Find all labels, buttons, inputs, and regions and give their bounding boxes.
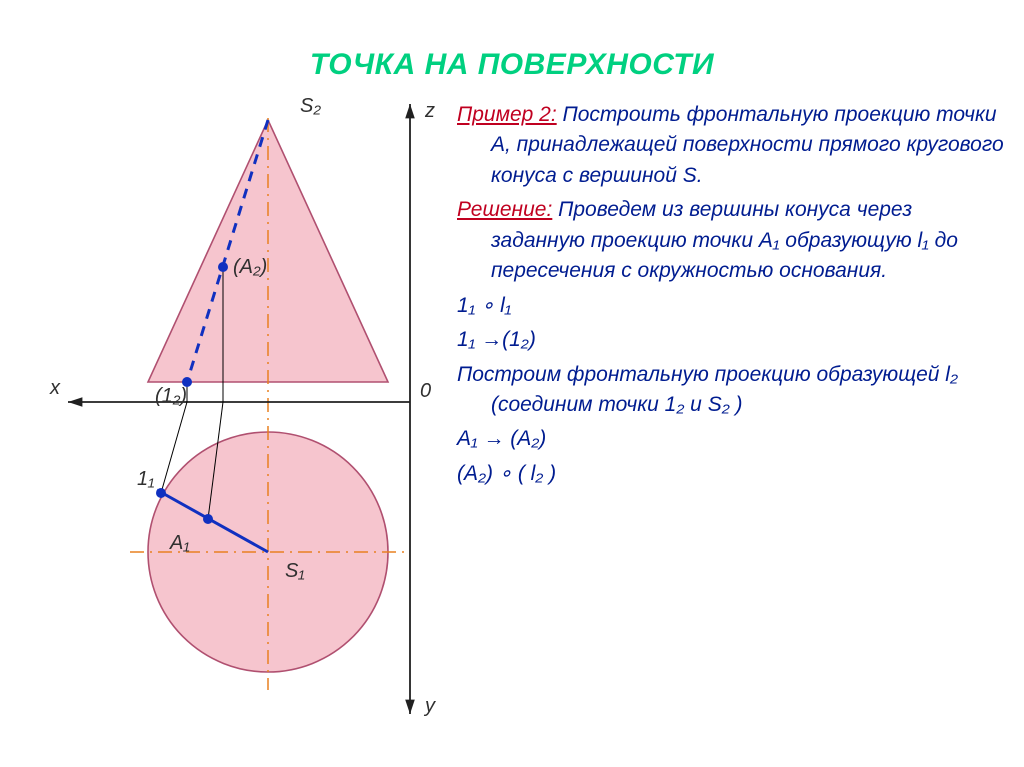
cone-diagram: S₂ (A₂) (1₂) A₁ 1₁ S₁ z x y 0: [40, 92, 460, 732]
line-2: 1₁ →(1₂): [457, 325, 1007, 355]
svg-text:1₁: 1₁: [137, 468, 154, 490]
line-5: (A₂) ∘ ( l₂ ): [457, 459, 1007, 489]
svg-text:(1₂): (1₂): [155, 385, 187, 407]
line-3: Построим фронтальную проекцию образующей…: [457, 360, 1007, 421]
svg-text:(A₂): (A₂): [233, 256, 267, 278]
solution-label: Решение:: [457, 198, 552, 221]
line-1: 1₁ ∘ l₁: [457, 291, 1007, 321]
svg-text:S₂: S₂: [300, 95, 321, 117]
solution-body: Проведем из вершины конуса через заданну…: [491, 198, 958, 282]
explanation-text: Пример 2: Построить фронтальную проекцию…: [457, 100, 1007, 493]
svg-text:0: 0: [420, 380, 431, 402]
example-para: Пример 2: Построить фронтальную проекцию…: [457, 100, 1007, 191]
solution-para: Решение: Проведем из вершины конуса чере…: [457, 195, 1007, 286]
example-body: Построить фронтальную проекцию точки А, …: [491, 103, 1004, 187]
svg-text:x: x: [49, 377, 61, 399]
svg-text:y: y: [423, 695, 436, 717]
page-title: ТОЧКА НА ПОВЕРХНОСТИ: [0, 48, 1024, 82]
line-4: A₁ → (A₂): [457, 424, 1007, 454]
svg-text:S₁: S₁: [285, 560, 305, 582]
svg-text:z: z: [424, 100, 435, 122]
example-label: Пример 2:: [457, 103, 557, 126]
svg-text:A₁: A₁: [169, 532, 190, 554]
